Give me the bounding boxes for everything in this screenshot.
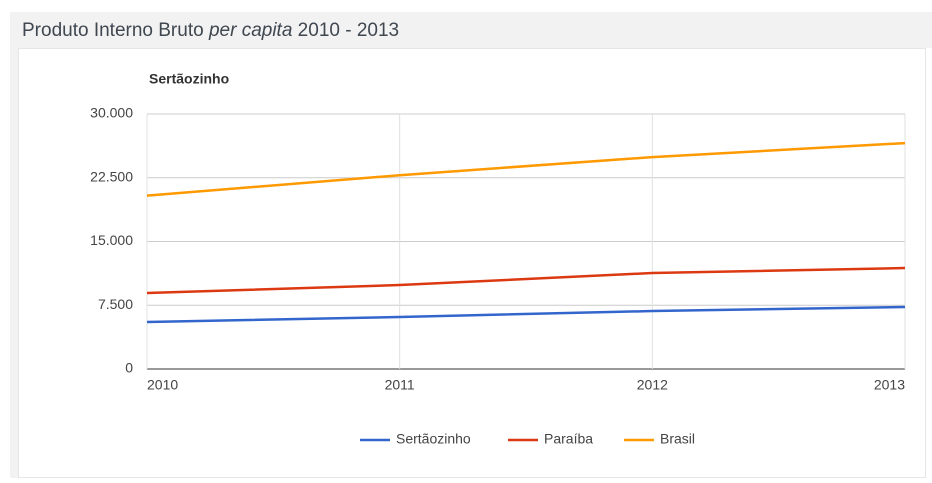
y-tick-label: 22.500 — [90, 168, 133, 184]
legend-label: Sertãozinho — [396, 431, 471, 447]
title-part: 2010 - 2013 — [292, 20, 400, 41]
title-part: per capita — [208, 20, 293, 41]
chart-area — [18, 48, 926, 478]
series-line — [146, 141, 906, 197]
chart-subtitle: Sertãozinho — [149, 71, 229, 87]
x-tick-label: 2011 — [385, 377, 415, 393]
legend-label: Brasil — [660, 431, 695, 447]
y-tick-label: 7.500 — [98, 296, 133, 312]
x-tick-label: 2010 — [147, 377, 178, 393]
header: Produto Interno Bruto per capita 2010 - … — [10, 12, 932, 48]
title-part: Produto Interno Bruto — [22, 20, 209, 41]
y-tick-label: 30.000 — [90, 105, 133, 121]
series-line — [146, 305, 906, 324]
legend-label: Paraíba — [544, 431, 593, 447]
series-line — [146, 266, 906, 295]
y-tick-label: 0 — [125, 360, 133, 376]
x-tick-label: 2013 — [874, 377, 905, 393]
x-tick-label: 2012 — [637, 377, 668, 393]
title: Produto Interno Bruto per capita 2010 - … — [22, 20, 399, 42]
y-tick-label: 15.000 — [90, 232, 133, 248]
